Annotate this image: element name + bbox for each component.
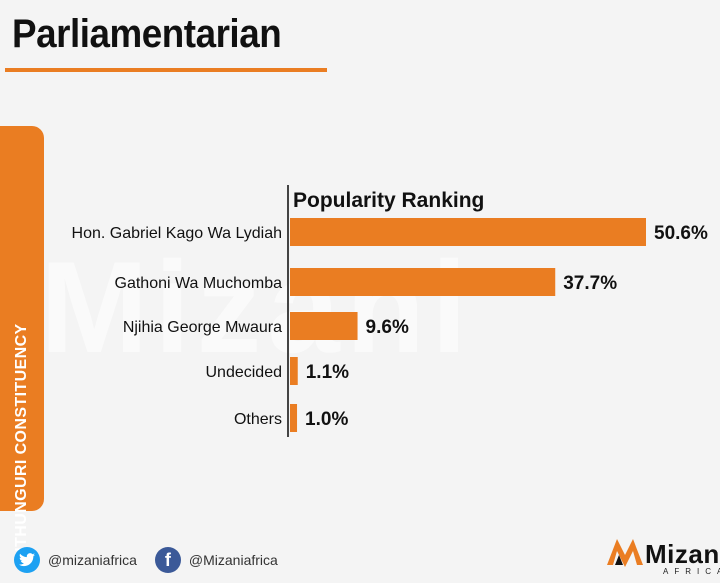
mizani-logo: Mizani AFRICA: [605, 533, 720, 577]
bar-1: [290, 268, 556, 296]
facebook-handle[interactable]: @Mizaniafrica: [188, 552, 278, 568]
chart-title: Popularity Ranking: [293, 189, 484, 212]
twitter-icon[interactable]: [14, 547, 40, 573]
value-label-1: 37.7%: [563, 273, 617, 294]
bar-0: [290, 218, 646, 246]
value-label-3: 1.1%: [306, 362, 349, 383]
bar-3: [290, 357, 298, 385]
value-label-4: 1.0%: [305, 409, 348, 430]
category-label-4: Others: [234, 411, 282, 428]
bar-2: [290, 312, 358, 340]
category-label-3: Undecided: [206, 364, 283, 381]
facebook-icon[interactable]: f: [154, 547, 181, 573]
twitter-handle[interactable]: @mizaniafrica: [48, 552, 137, 568]
social-footer: @mizaniafrica f @Mizaniafrica: [14, 547, 296, 573]
page-title: Parliamentarian: [12, 12, 282, 56]
title-underline: [5, 68, 327, 72]
bar-4: [290, 404, 298, 432]
mizani-mark-icon: [607, 539, 643, 567]
category-label-1: Gathoni Wa Muchomba: [115, 275, 283, 292]
category-label-0: Hon. Gabriel Kago Wa Lydiah: [72, 225, 282, 242]
watermark-logo: Mizani: [40, 234, 474, 372]
logo-subtitle: AFRICA: [663, 567, 720, 576]
constituency-tab: GITHUNGURI CONSTITUENCY: [0, 126, 44, 565]
category-label-2: Njihia George Mwaura: [123, 319, 282, 336]
value-label-0: 50.6%: [654, 223, 708, 244]
logo-wordmark: Mizani: [645, 539, 720, 569]
value-label-2: 9.6%: [366, 317, 409, 338]
